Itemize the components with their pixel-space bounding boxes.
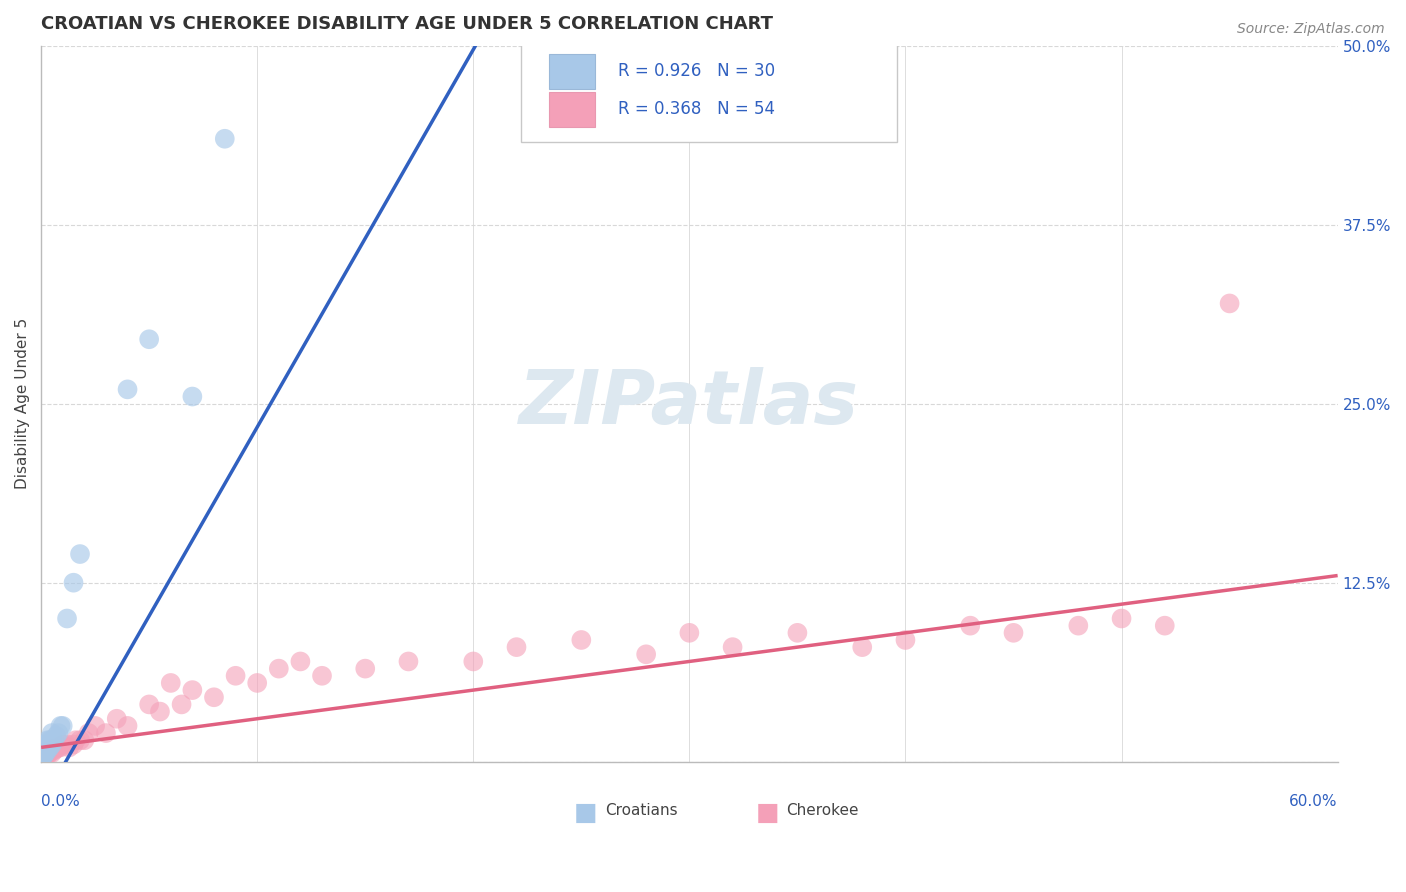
Point	[41, 746, 63, 760]
Point	[52, 719, 75, 733]
Point	[32, 750, 55, 764]
Point	[32, 749, 55, 764]
Point	[267, 662, 290, 676]
Text: Cherokee: Cherokee	[786, 803, 859, 818]
Point	[34, 740, 56, 755]
Point	[117, 719, 139, 733]
Point	[678, 625, 700, 640]
Point	[1219, 296, 1241, 310]
Point	[77, 726, 100, 740]
Point	[1111, 611, 1133, 625]
Point	[225, 669, 247, 683]
Point	[45, 741, 67, 756]
Text: 0.0%: 0.0%	[41, 794, 80, 809]
Point	[32, 747, 55, 762]
Point	[37, 745, 59, 759]
Point	[38, 733, 60, 747]
Point	[49, 740, 72, 755]
Point	[398, 655, 420, 669]
Point	[38, 743, 60, 757]
Point	[37, 738, 59, 752]
Point	[37, 743, 59, 757]
Point	[32, 746, 55, 760]
Point	[138, 698, 160, 712]
Point	[52, 738, 75, 752]
Point	[34, 746, 56, 760]
Point	[1153, 618, 1175, 632]
Point	[41, 741, 63, 756]
Point	[851, 640, 873, 654]
Point	[94, 726, 117, 740]
Point	[37, 733, 59, 747]
Point	[246, 676, 269, 690]
Point	[34, 749, 56, 764]
Point	[32, 747, 55, 762]
Point	[56, 738, 79, 752]
Point	[34, 743, 56, 757]
Point	[45, 729, 67, 743]
Text: ■: ■	[574, 801, 598, 825]
Point	[58, 740, 80, 755]
Point	[48, 726, 70, 740]
Point	[311, 669, 333, 683]
Point	[62, 575, 84, 590]
Point	[894, 632, 917, 647]
Point	[202, 690, 225, 705]
Point	[69, 733, 91, 747]
Point	[959, 618, 981, 632]
Point	[73, 733, 96, 747]
Point	[38, 740, 60, 755]
Point	[41, 733, 63, 747]
Point	[1067, 618, 1090, 632]
Text: R = 0.926   N = 30: R = 0.926 N = 30	[619, 62, 775, 80]
Point	[181, 390, 204, 404]
Point	[38, 746, 60, 760]
Point	[65, 733, 87, 747]
Point	[42, 733, 65, 747]
Point	[170, 698, 193, 712]
Point	[41, 738, 63, 752]
Point	[181, 683, 204, 698]
Point	[34, 738, 56, 752]
Text: ZIPatlas: ZIPatlas	[519, 368, 859, 440]
Text: R = 0.368   N = 54: R = 0.368 N = 54	[619, 101, 775, 119]
Text: 60.0%: 60.0%	[1289, 794, 1337, 809]
Point	[721, 640, 744, 654]
Point	[138, 332, 160, 346]
Point	[37, 740, 59, 755]
Point	[159, 676, 181, 690]
Point	[62, 738, 84, 752]
Point	[84, 719, 107, 733]
FancyBboxPatch shape	[520, 38, 897, 143]
Point	[37, 747, 59, 762]
Point	[636, 648, 658, 662]
Text: ■: ■	[755, 801, 779, 825]
Point	[69, 547, 91, 561]
Point	[56, 611, 79, 625]
Point	[214, 132, 236, 146]
Point	[354, 662, 377, 676]
Point	[49, 719, 72, 733]
Point	[463, 655, 485, 669]
Bar	[550, 92, 595, 127]
Text: Source: ZipAtlas.com: Source: ZipAtlas.com	[1237, 22, 1385, 37]
Point	[505, 640, 527, 654]
Point	[48, 740, 70, 755]
Point	[569, 632, 592, 647]
Point	[41, 726, 63, 740]
Point	[34, 747, 56, 762]
Point	[1002, 625, 1025, 640]
Text: CROATIAN VS CHEROKEE DISABILITY AGE UNDER 5 CORRELATION CHART: CROATIAN VS CHEROKEE DISABILITY AGE UNDE…	[41, 15, 773, 33]
Bar	[550, 54, 595, 88]
Point	[117, 383, 139, 397]
Y-axis label: Disability Age Under 5: Disability Age Under 5	[15, 318, 30, 490]
Point	[42, 743, 65, 757]
Point	[34, 746, 56, 760]
Point	[149, 705, 172, 719]
Text: Croatians: Croatians	[605, 803, 678, 818]
Point	[31, 750, 53, 764]
Point	[290, 655, 312, 669]
Point	[786, 625, 808, 640]
Point	[105, 712, 128, 726]
